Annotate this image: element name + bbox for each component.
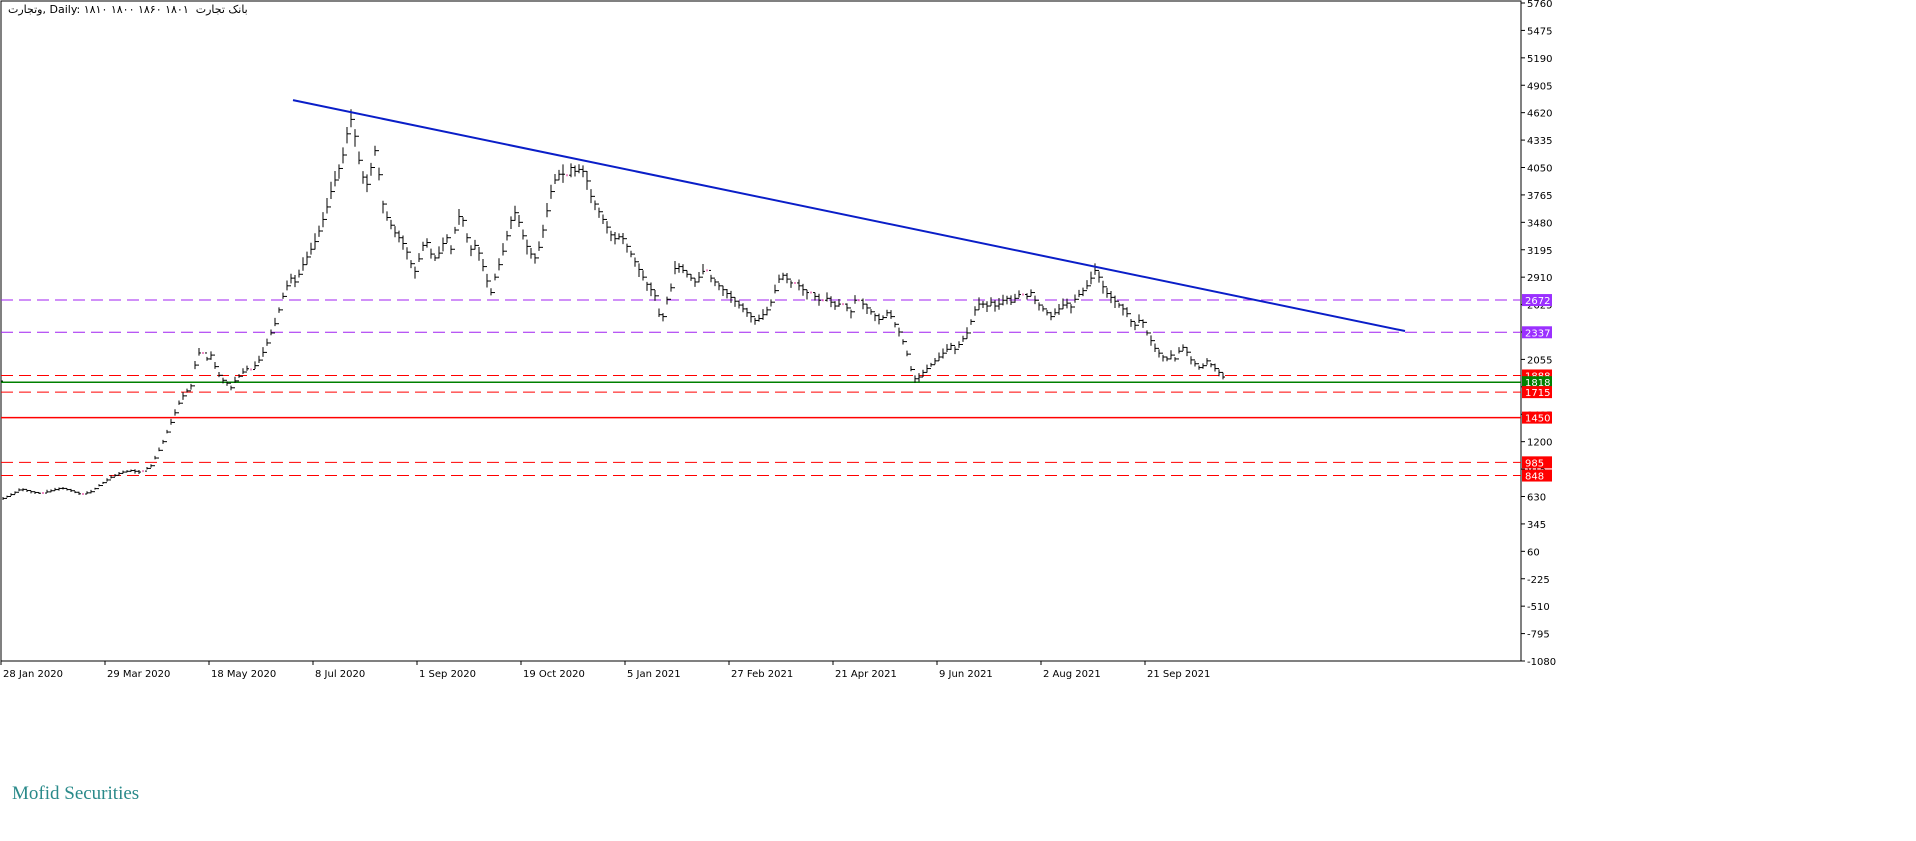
price-bars [1, 109, 1225, 500]
horizontal-levels [1, 299, 1521, 477]
x-tick-label: 27 Feb 2021 [731, 669, 793, 680]
watermark: Mofid Securities [12, 783, 140, 804]
level-label-bg [1522, 411, 1552, 424]
level-label-text: 2337 [1525, 328, 1550, 339]
x-tick-label: 8 Jul 2020 [315, 669, 365, 680]
x-tick-label: 28 Jan 2020 [3, 669, 63, 680]
y-tick-label: -510 [1527, 602, 1550, 613]
plot-frame [0, 0, 1522, 662]
x-tick-label: 9 Jun 2021 [939, 669, 993, 680]
level-label-text: 1450 [1525, 414, 1550, 425]
y-tick-label: -1080 [1527, 657, 1556, 668]
level-label-text: 1715 [1525, 388, 1550, 399]
level-label-bg [1522, 386, 1552, 399]
company-name: بانک تجارت [195, 3, 248, 16]
y-tick-label: 2625 [1527, 301, 1552, 312]
level-label-bg [1522, 469, 1552, 482]
level-label-text: 985 [1525, 458, 1544, 469]
y-tick-label: 4905 [1527, 81, 1552, 92]
y-tick-label: 4335 [1527, 136, 1552, 147]
y-tick-label: 60 [1527, 547, 1540, 558]
level-label-bg [1522, 376, 1552, 389]
x-tick-label: 21 Apr 2021 [835, 669, 897, 680]
x-tick-label: 5 Jan 2021 [627, 669, 681, 680]
y-tick-label: 1200 [1527, 438, 1552, 449]
y-tick-label: 630 [1527, 493, 1546, 504]
y-tick-label: 345 [1527, 520, 1546, 531]
y-tick-label: 4050 [1527, 164, 1552, 175]
x-tick-label: 29 Mar 2020 [107, 669, 170, 680]
y-tick-label: 3765 [1527, 191, 1552, 202]
symbol-title: وتجارت, Daily: ۱۸۱۰ ۱۸۰۰ ۱۸۶۰ ۱۸۰۱ [8, 3, 189, 16]
level-label-text: 1818 [1525, 378, 1550, 389]
y-tick-label: 3195 [1527, 246, 1552, 257]
resistance-trendline [292, 99, 1406, 333]
y-tick-label: 5190 [1527, 54, 1552, 65]
x-axis: 28 Jan 2020 29 Mar 2020 18 May 2020 8 Jul 2… [0, 661, 1210, 680]
level-price-labels: 267223371888181817151450985848 [1522, 294, 1552, 483]
y-tick-label: -795 [1527, 630, 1550, 641]
level-label-bg [1522, 456, 1552, 469]
x-tick-label: 2 Aug 2021 [1043, 669, 1101, 680]
y-tick-label: 5760 [1527, 0, 1552, 10]
y-tick-label: 2055 [1527, 355, 1552, 366]
x-tick-label: 1 Sep 2020 [419, 669, 476, 680]
y-tick-label: 4620 [1527, 109, 1552, 120]
trendline-layer [292, 99, 1406, 333]
y-tick-label: -225 [1527, 575, 1550, 586]
x-tick-label: 18 May 2020 [211, 669, 276, 680]
y-tick-label: 2910 [1527, 273, 1552, 284]
level-label-text: 848 [1525, 472, 1544, 483]
level-label-text: 2672 [1525, 296, 1550, 307]
y-tick-label: 5475 [1527, 26, 1552, 37]
chart-header: وتجارت, Daily: ۱۸۱۰ ۱۸۰۰ ۱۸۶۰ ۱۸۰۱ بانک … [8, 3, 248, 16]
y-tick-label: 3480 [1527, 218, 1552, 229]
level-label-bg [1522, 326, 1552, 339]
level-label-bg [1522, 294, 1552, 307]
x-tick-label: 21 Sep 2021 [1147, 669, 1210, 680]
x-tick-label: 19 Oct 2020 [523, 669, 585, 680]
